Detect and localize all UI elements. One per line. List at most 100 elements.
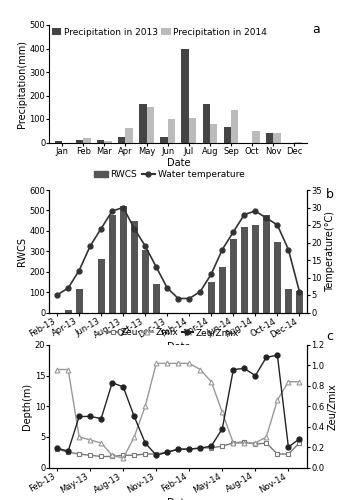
Bar	[118, 138, 125, 142]
Legend: Precipitation in 2013, Precipitation in 2014: Precipitation in 2013, Precipitation in …	[51, 27, 268, 38]
Zmix	[55, 366, 59, 372]
Y-axis label: Temperature(°C): Temperature(°C)	[325, 211, 335, 292]
Zeu	[242, 439, 246, 445]
Zeu/Zmix	[66, 448, 70, 454]
Zmix	[110, 452, 114, 458]
Zeu/Zmix	[209, 443, 214, 449]
Zeu/Zmix	[242, 366, 246, 372]
Zeu/Zmix	[154, 452, 158, 458]
Zeu	[66, 449, 70, 455]
Zmix	[121, 456, 125, 462]
Zmix	[143, 403, 147, 409]
X-axis label: Date: Date	[167, 158, 190, 168]
Y-axis label: Precipitation(mm): Precipitation(mm)	[17, 40, 26, 128]
Zmix	[275, 397, 280, 403]
Zmix	[176, 360, 180, 366]
Zmix	[154, 360, 158, 366]
Zeu	[231, 440, 235, 446]
Line: Zmix: Zmix	[55, 361, 302, 460]
Zeu	[165, 449, 169, 455]
Zmix	[253, 440, 257, 446]
Zeu	[198, 445, 202, 451]
Bar	[152, 284, 160, 312]
Bar	[76, 289, 83, 312]
Bar	[274, 242, 281, 312]
Zeu	[99, 454, 103, 460]
Zeu/Zmix	[220, 426, 225, 432]
Zeu	[88, 452, 92, 458]
Bar	[189, 118, 196, 142]
Zeu/Zmix	[286, 444, 291, 450]
Bar	[131, 220, 138, 312]
Zeu/Zmix	[121, 384, 125, 390]
Line: Zeu: Zeu	[55, 440, 301, 458]
Zeu	[209, 445, 214, 451]
Bar	[208, 282, 215, 312]
Zeu/Zmix	[187, 446, 191, 452]
Bar	[224, 127, 231, 142]
Zeu/Zmix	[55, 445, 59, 451]
Bar	[181, 48, 189, 142]
Zeu/Zmix	[165, 449, 169, 455]
Bar	[168, 119, 175, 142]
Bar	[104, 140, 112, 142]
Zeu	[220, 443, 225, 449]
Zeu/Zmix	[253, 372, 257, 378]
Bar	[160, 136, 168, 142]
Bar	[125, 128, 133, 142]
Bar	[266, 133, 273, 142]
Zeu	[110, 454, 114, 460]
Zeu/Zmix	[231, 366, 235, 372]
Zeu	[132, 452, 136, 458]
Bar	[241, 227, 248, 312]
Zeu/Zmix	[198, 445, 202, 451]
Zeu/Zmix	[297, 436, 301, 442]
Zeu/Zmix	[264, 354, 269, 360]
Zeu/Zmix	[176, 446, 180, 452]
Text: b: b	[326, 188, 334, 200]
Bar	[231, 110, 239, 142]
Bar	[252, 130, 259, 142]
Bar	[139, 104, 146, 142]
Bar	[65, 310, 72, 312]
Zmix	[132, 434, 136, 440]
Bar	[285, 289, 292, 312]
Bar	[109, 214, 116, 312]
Zmix	[187, 360, 191, 366]
Zeu	[121, 452, 125, 458]
Bar	[83, 138, 91, 142]
Zmix	[198, 366, 202, 372]
Zeu	[143, 451, 147, 457]
Zmix	[99, 440, 103, 446]
Zeu	[253, 441, 257, 447]
Zeu	[297, 440, 301, 446]
Bar	[97, 260, 105, 312]
Zeu/Zmix	[88, 414, 92, 420]
Zeu	[55, 446, 59, 452]
Zmix	[286, 379, 291, 385]
Zmix	[231, 440, 235, 446]
Zmix	[264, 434, 269, 440]
Zeu/Zmix	[99, 416, 103, 422]
Zmix	[242, 440, 246, 446]
Zeu	[154, 451, 158, 457]
Bar	[296, 291, 303, 312]
Zeu	[286, 451, 291, 457]
Bar	[219, 266, 226, 312]
Zmix	[209, 379, 214, 385]
Bar	[230, 239, 237, 312]
Bar	[263, 214, 270, 312]
Zeu/Zmix	[132, 414, 136, 420]
Zeu/Zmix	[143, 440, 147, 446]
Y-axis label: RWCS: RWCS	[17, 237, 26, 266]
Zmix	[165, 360, 169, 366]
Zeu	[77, 451, 81, 457]
Text: a: a	[312, 22, 320, 36]
Y-axis label: Depth(m): Depth(m)	[22, 382, 32, 430]
Line: Zeu/Zmix: Zeu/Zmix	[55, 353, 302, 458]
Bar	[142, 250, 149, 312]
Bar	[97, 140, 104, 142]
X-axis label: Date: Date	[167, 342, 190, 352]
Bar	[210, 124, 217, 142]
Bar	[120, 206, 127, 312]
